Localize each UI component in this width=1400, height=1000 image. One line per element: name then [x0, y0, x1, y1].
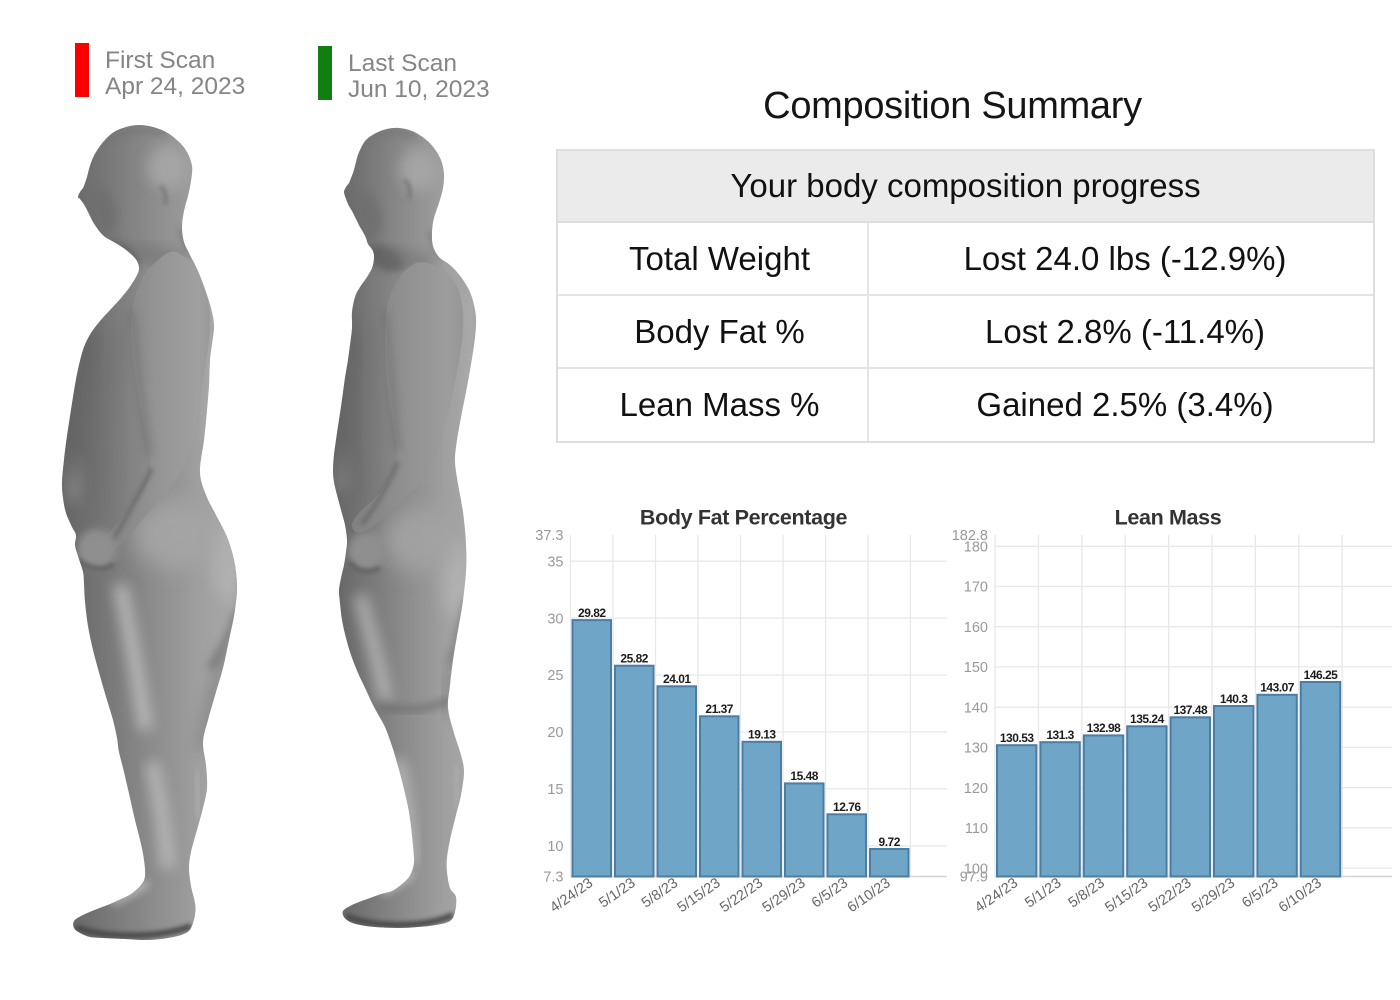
- svg-text:12.76: 12.76: [833, 800, 861, 814]
- svg-text:170: 170: [964, 580, 988, 596]
- svg-text:120: 120: [964, 781, 988, 797]
- svg-text:137.48: 137.48: [1173, 703, 1208, 717]
- svg-text:6/5/23: 6/5/23: [809, 875, 851, 911]
- svg-text:143.07: 143.07: [1260, 681, 1295, 695]
- svg-text:5/1/23: 5/1/23: [596, 875, 638, 911]
- svg-text:15.48: 15.48: [790, 769, 818, 783]
- svg-text:5/22/23: 5/22/23: [1146, 875, 1195, 916]
- svg-text:19.13: 19.13: [748, 728, 776, 742]
- svg-text:100: 100: [964, 861, 988, 877]
- svg-text:5/1/23: 5/1/23: [1022, 875, 1064, 911]
- svg-text:135.24: 135.24: [1130, 712, 1165, 726]
- svg-text:5/8/23: 5/8/23: [639, 875, 681, 911]
- svg-text:6/5/23: 6/5/23: [1239, 875, 1281, 911]
- svg-text:132.98: 132.98: [1087, 721, 1122, 735]
- svg-text:5/29/23: 5/29/23: [760, 875, 809, 916]
- svg-text:6/10/23: 6/10/23: [1276, 875, 1325, 916]
- svg-text:5/15/23: 5/15/23: [675, 875, 724, 916]
- svg-text:Body Fat Percentage: Body Fat Percentage: [640, 506, 848, 530]
- svg-text:10: 10: [547, 839, 563, 855]
- svg-text:24.01: 24.01: [663, 672, 691, 686]
- svg-text:130.53: 130.53: [1000, 731, 1035, 745]
- svg-text:140.3: 140.3: [1220, 692, 1248, 706]
- svg-text:9.72: 9.72: [879, 835, 901, 849]
- svg-text:29.82: 29.82: [578, 606, 606, 620]
- svg-text:160: 160: [964, 620, 988, 636]
- svg-text:25.82: 25.82: [620, 652, 648, 666]
- svg-text:5/22/23: 5/22/23: [717, 875, 766, 916]
- svg-text:20: 20: [547, 725, 563, 741]
- svg-text:21.37: 21.37: [705, 702, 733, 716]
- svg-text:130: 130: [964, 741, 988, 757]
- svg-text:35: 35: [547, 554, 563, 570]
- svg-text:110: 110: [965, 821, 988, 837]
- svg-text:Lean Mass: Lean Mass: [1115, 506, 1222, 530]
- svg-text:182.8: 182.8: [952, 528, 988, 544]
- svg-text:146.25: 146.25: [1304, 668, 1339, 682]
- svg-text:180: 180: [964, 540, 988, 556]
- svg-text:15: 15: [547, 782, 563, 798]
- svg-text:30: 30: [547, 611, 563, 627]
- svg-text:6/10/23: 6/10/23: [845, 875, 894, 916]
- svg-text:140: 140: [964, 700, 988, 716]
- svg-text:37.3: 37.3: [535, 528, 563, 544]
- svg-text:97.9: 97.9: [960, 870, 988, 886]
- svg-text:5/15/23: 5/15/23: [1102, 875, 1151, 916]
- svg-text:7.3: 7.3: [543, 870, 563, 886]
- svg-text:5/8/23: 5/8/23: [1066, 875, 1108, 911]
- svg-text:131.3: 131.3: [1046, 728, 1074, 742]
- svg-text:150: 150: [964, 660, 988, 676]
- svg-text:25: 25: [547, 668, 563, 684]
- svg-text:5/29/23: 5/29/23: [1189, 875, 1238, 916]
